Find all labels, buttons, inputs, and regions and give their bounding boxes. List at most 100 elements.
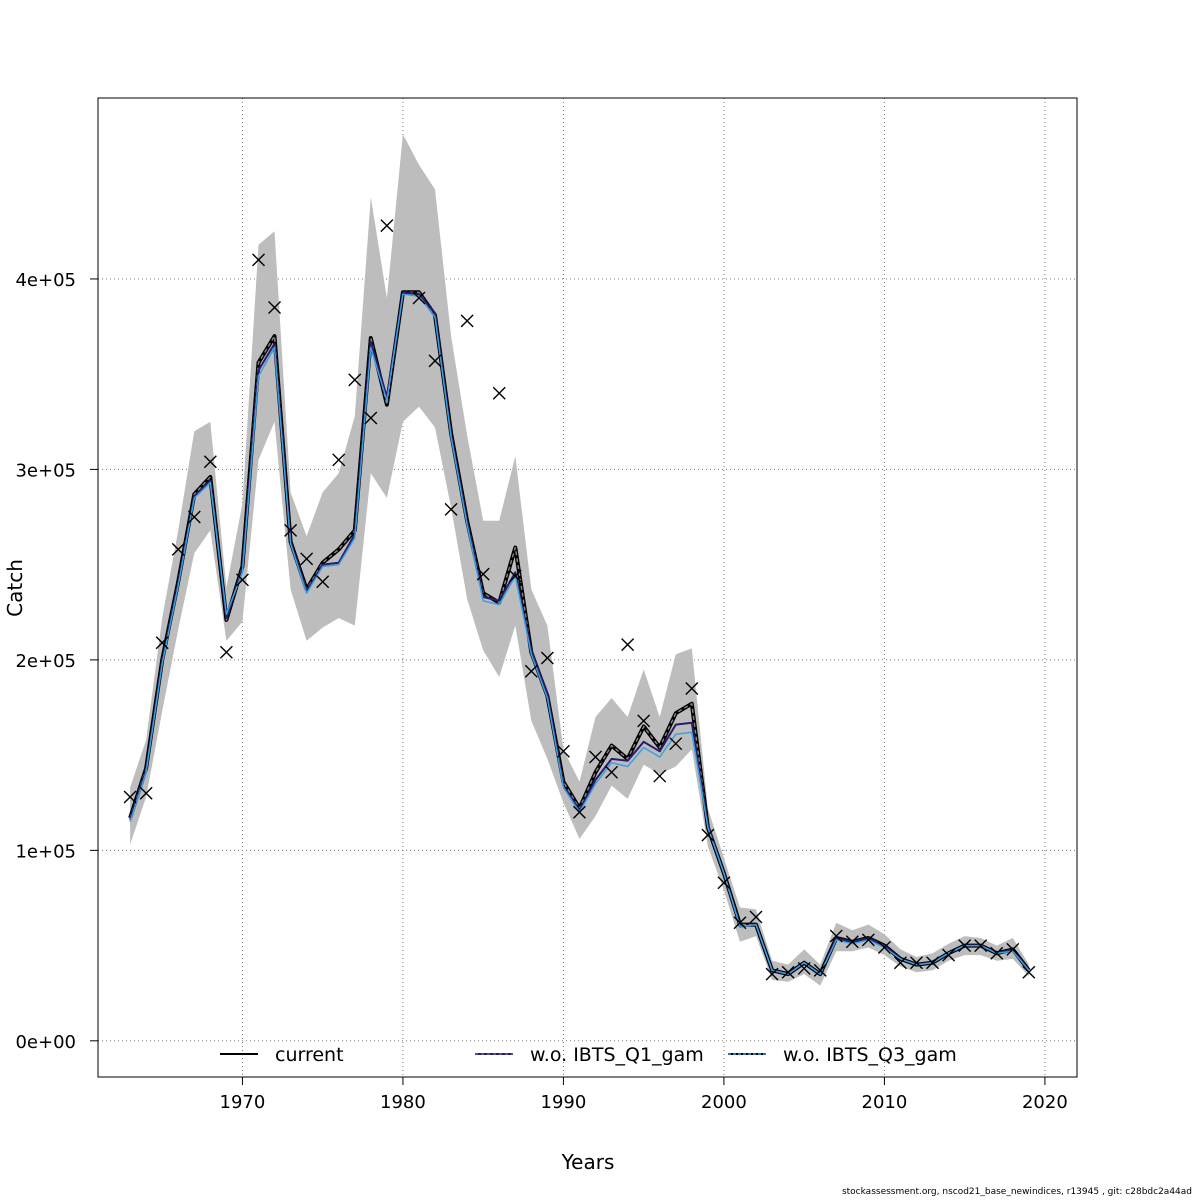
observation-stroke-b — [348, 373, 362, 387]
observation-stroke-b — [861, 933, 875, 947]
observation-stroke-b — [492, 386, 506, 400]
observation-stroke-b — [893, 956, 907, 970]
observed-catch-markers — [123, 219, 1036, 981]
observation-marker-2019 — [1022, 965, 1036, 979]
observation-marker-1977 — [348, 373, 362, 387]
legend-item-1: w.o. IBTS_Q1_gam — [475, 1044, 704, 1066]
observation-stroke-b — [701, 828, 715, 842]
observation-stroke-b — [717, 876, 731, 890]
x-tick-label-1970: 1970 — [220, 1092, 266, 1113]
y-tick-label-0: 0e+00 — [15, 1032, 76, 1053]
observation-marker-2018 — [1006, 942, 1020, 956]
observation-marker-1963 — [123, 790, 137, 804]
confidence-band-area — [130, 134, 1029, 986]
observation-stroke-b — [219, 645, 233, 659]
observation-stroke-b — [813, 963, 827, 977]
observation-marker-1984 — [460, 314, 474, 328]
observation-marker-2006 — [813, 963, 827, 977]
observation-stroke-b — [540, 651, 554, 665]
observation-stroke-b — [155, 636, 169, 650]
observation-stroke-b — [605, 765, 619, 779]
observation-stroke-b — [749, 910, 763, 924]
observation-marker-1969 — [219, 645, 233, 659]
observation-stroke-b — [428, 354, 442, 368]
observation-marker-2002 — [749, 910, 763, 924]
observation-marker-1967 — [187, 510, 201, 524]
observation-marker-1998 — [685, 681, 699, 695]
y-tick-label-100000: 1e+05 — [15, 841, 76, 862]
observation-marker-1964 — [139, 786, 153, 800]
legend-label-2: w.o. IBTS_Q3_gam — [783, 1044, 957, 1066]
observation-marker-1971 — [251, 253, 265, 267]
observation-stroke-b — [380, 219, 394, 233]
observation-marker-2007 — [829, 929, 843, 943]
x-axis-label: Years — [561, 1150, 615, 1174]
observation-marker-1968 — [203, 455, 217, 469]
observation-stroke-b — [556, 744, 570, 758]
observation-stroke-b — [653, 769, 667, 783]
legend: current w.o. IBTS_Q1_gam w.o. IBTS_Q3_gam — [220, 1044, 957, 1066]
observation-marker-1975 — [316, 575, 330, 589]
observation-stroke-b — [829, 929, 843, 943]
observation-marker-2003 — [765, 967, 779, 981]
observation-marker-2004 — [781, 965, 795, 979]
x-tick-label-2020: 2020 — [1022, 1092, 1068, 1113]
observation-stroke-b — [845, 935, 859, 949]
observation-stroke-b — [508, 569, 522, 583]
observation-marker-1996 — [653, 769, 667, 783]
observation-marker-2009 — [861, 933, 875, 947]
observation-stroke-b — [958, 939, 972, 953]
y-tick-label-300000: 3e+05 — [15, 460, 76, 481]
y-axis-label: Catch — [3, 559, 27, 617]
observation-stroke-b — [412, 291, 426, 305]
footer-credit: stockassessment.org, nscod21_base_newind… — [841, 1187, 1192, 1197]
observation-marker-1991 — [572, 805, 586, 819]
observation-marker-2005 — [797, 961, 811, 975]
legend-label-1: w.o. IBTS_Q1_gam — [530, 1044, 704, 1066]
observation-stroke-b — [284, 523, 298, 537]
observation-stroke-b — [300, 552, 314, 566]
observation-stroke-b — [235, 573, 249, 587]
y-axis: 0e+00 1e+05 2e+05 3e+05 4e+05 — [15, 270, 98, 1053]
observation-stroke-b — [364, 411, 378, 425]
observation-marker-1990 — [556, 744, 570, 758]
observation-stroke-b — [332, 453, 346, 467]
observation-stroke-b — [990, 946, 1004, 960]
observation-stroke-b — [1006, 942, 1020, 956]
observation-stroke-b — [444, 502, 458, 516]
observation-marker-2015 — [958, 939, 972, 953]
observation-marker-1973 — [284, 523, 298, 537]
observation-marker-1979 — [380, 219, 394, 233]
observation-marker-1981 — [412, 291, 426, 305]
observation-marker-1993 — [605, 765, 619, 779]
observation-marker-1982 — [428, 354, 442, 368]
observation-marker-1986 — [492, 386, 506, 400]
observation-stroke-b — [171, 542, 185, 556]
observation-stroke-b — [910, 956, 924, 970]
observation-stroke-b — [877, 940, 891, 954]
x-tick-label-2000: 2000 — [701, 1092, 747, 1113]
observation-stroke-b — [974, 939, 988, 953]
observation-stroke-b — [765, 967, 779, 981]
observation-stroke-b — [123, 790, 137, 804]
observation-stroke-b — [203, 455, 217, 469]
observation-marker-2017 — [990, 946, 1004, 960]
confidence-band — [130, 134, 1029, 986]
observation-stroke-b — [637, 714, 651, 728]
observation-stroke-b — [685, 681, 699, 695]
observation-stroke-b — [187, 510, 201, 524]
observation-marker-1994 — [621, 638, 635, 652]
x-tick-label-2010: 2010 — [862, 1092, 908, 1113]
observation-marker-2014 — [942, 948, 956, 962]
observation-stroke-b — [251, 253, 265, 267]
observation-stroke-b — [1022, 965, 1036, 979]
observation-marker-2011 — [893, 956, 907, 970]
observation-marker-1976 — [332, 453, 346, 467]
x-axis: 1970 1980 1990 2000 2010 2020 — [220, 1077, 1068, 1113]
observation-stroke-b — [460, 314, 474, 328]
observation-marker-2010 — [877, 940, 891, 954]
observation-marker-1997 — [669, 737, 683, 751]
observation-marker-1988 — [524, 664, 538, 678]
observation-marker-1965 — [155, 636, 169, 650]
